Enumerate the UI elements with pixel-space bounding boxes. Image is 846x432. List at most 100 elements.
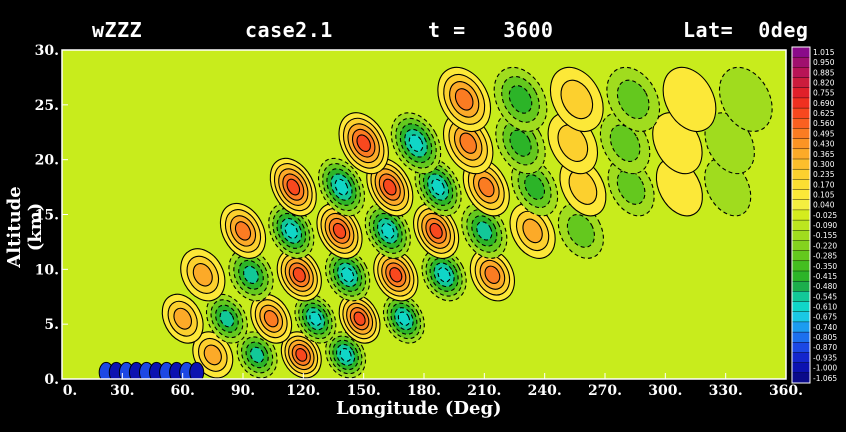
positive-contour bbox=[286, 178, 301, 196]
colorbar-swatch bbox=[791, 67, 811, 79]
colorbar-label: 0.690 bbox=[813, 99, 835, 108]
time-title: t = 3600 bbox=[428, 18, 554, 42]
colorbar-label: -0.350 bbox=[813, 262, 837, 271]
x-tick-label: 330. bbox=[709, 383, 743, 399]
colorbar-swatch bbox=[791, 46, 811, 58]
positive-contour bbox=[173, 307, 193, 330]
colorbar-label: -0.025 bbox=[813, 211, 837, 220]
positive-contour bbox=[557, 124, 589, 162]
colorbar-label: -0.545 bbox=[813, 292, 837, 301]
y-tick-label: 30. bbox=[35, 43, 59, 59]
colorbar-label: 0.235 bbox=[813, 170, 835, 179]
x-tick-label: 300. bbox=[648, 383, 682, 399]
colorbar-label: 0.430 bbox=[813, 140, 835, 149]
colorbar-swatch bbox=[791, 342, 811, 353]
positive-contour bbox=[332, 222, 347, 239]
positive-contour bbox=[484, 265, 501, 284]
negative-contour bbox=[431, 178, 445, 196]
colorbar-swatch bbox=[791, 240, 811, 252]
y-tick-label: 0. bbox=[44, 372, 59, 388]
y-tick-label: 15. bbox=[35, 208, 59, 224]
positive-contour bbox=[389, 267, 403, 283]
negative-contour bbox=[309, 311, 322, 326]
colorbar-swatch bbox=[791, 331, 811, 343]
positive-contour bbox=[454, 88, 474, 111]
negative-contour bbox=[334, 178, 349, 196]
colorbar-label: 1.015 bbox=[813, 48, 835, 57]
negative-contour bbox=[509, 129, 532, 157]
colorbar-label: -0.155 bbox=[813, 231, 837, 240]
negative-contour bbox=[243, 265, 259, 284]
x-tick-label: 60. bbox=[170, 383, 194, 399]
colorbar-swatch bbox=[791, 97, 811, 109]
colorbar-swatch bbox=[791, 219, 811, 231]
colorbar-label: 0.040 bbox=[813, 201, 835, 210]
positive-contour bbox=[459, 132, 477, 154]
negative-contour bbox=[616, 79, 650, 120]
colorbar-swatch bbox=[791, 260, 811, 272]
positive-contour bbox=[295, 348, 308, 362]
case-title: case2.1 bbox=[245, 18, 333, 42]
colorbar-label: 0.105 bbox=[813, 190, 835, 199]
colorbar-label: 0.300 bbox=[813, 160, 835, 169]
x-tick-label: 30. bbox=[110, 383, 134, 399]
x-tick-label: 150. bbox=[347, 383, 381, 399]
colorbar-label: -0.740 bbox=[813, 323, 837, 332]
x-tick-label: 270. bbox=[588, 383, 622, 399]
colorbar-swatch bbox=[791, 189, 811, 201]
y-axis-label: Altitude (km) bbox=[4, 186, 46, 268]
colorbar-label: -0.220 bbox=[813, 241, 837, 250]
negative-contour bbox=[381, 222, 395, 239]
colorbar-swatch bbox=[791, 352, 811, 364]
colorbar-swatch bbox=[791, 230, 811, 241]
colorbar-label: -0.415 bbox=[813, 272, 837, 281]
y-tick-label: 5. bbox=[44, 317, 59, 333]
colorbar-label: 0.885 bbox=[813, 68, 835, 77]
colorbar-label: -1.000 bbox=[813, 364, 837, 373]
colorbar-swatch bbox=[791, 291, 811, 303]
colorbar-swatch bbox=[791, 87, 811, 99]
negative-contour bbox=[609, 124, 641, 162]
colorbar-label: -0.285 bbox=[813, 252, 837, 261]
negative-contour bbox=[408, 134, 424, 153]
colorbar-label: -0.870 bbox=[813, 343, 837, 352]
colorbar-label: -0.480 bbox=[813, 282, 837, 291]
y-tick-label: 10. bbox=[35, 262, 59, 278]
colorbar-swatch bbox=[791, 107, 811, 119]
colorbar-swatch bbox=[791, 138, 811, 150]
colorbar-swatch bbox=[791, 362, 811, 374]
negative-contour bbox=[249, 346, 265, 364]
positive-contour bbox=[263, 310, 279, 328]
negative-contour bbox=[284, 222, 298, 239]
colorbar-label: 0.495 bbox=[813, 129, 835, 138]
colorbar-label: -0.090 bbox=[813, 221, 837, 230]
colorbar-label: -0.805 bbox=[813, 333, 837, 342]
x-tick-label: 90. bbox=[231, 383, 255, 399]
colorbar-swatch bbox=[791, 118, 811, 129]
x-axis-ticks: 0. 30. 60. 90. 120. 150. 180. 210. 240. 270. 300. 3… bbox=[61, 373, 803, 399]
x-tick-label: 0. bbox=[63, 383, 78, 399]
positive-contour bbox=[234, 221, 252, 241]
positive-contour bbox=[292, 267, 306, 283]
colorbar-swatch bbox=[791, 321, 811, 333]
x-tick-label: 210. bbox=[467, 383, 501, 399]
positive-contour bbox=[560, 79, 594, 120]
negative-contour bbox=[476, 221, 493, 241]
colorbar-label: 0.950 bbox=[813, 58, 835, 67]
colorbar-swatch bbox=[791, 250, 811, 262]
colorbar-label: 0.625 bbox=[813, 109, 835, 118]
colorbar-label: -0.935 bbox=[813, 353, 837, 362]
colorbar-label: -0.675 bbox=[813, 313, 837, 322]
colorbar-label: 0.560 bbox=[813, 119, 835, 128]
wave-field bbox=[98, 66, 773, 379]
colorbar-swatch bbox=[791, 77, 811, 89]
positive-contour bbox=[662, 66, 717, 132]
colorbar-label: -0.610 bbox=[813, 302, 837, 311]
negative-contour bbox=[524, 174, 546, 200]
colorbar-swatch bbox=[791, 270, 811, 282]
colorbar-label: 0.820 bbox=[813, 78, 835, 87]
negative-contour bbox=[718, 66, 773, 132]
